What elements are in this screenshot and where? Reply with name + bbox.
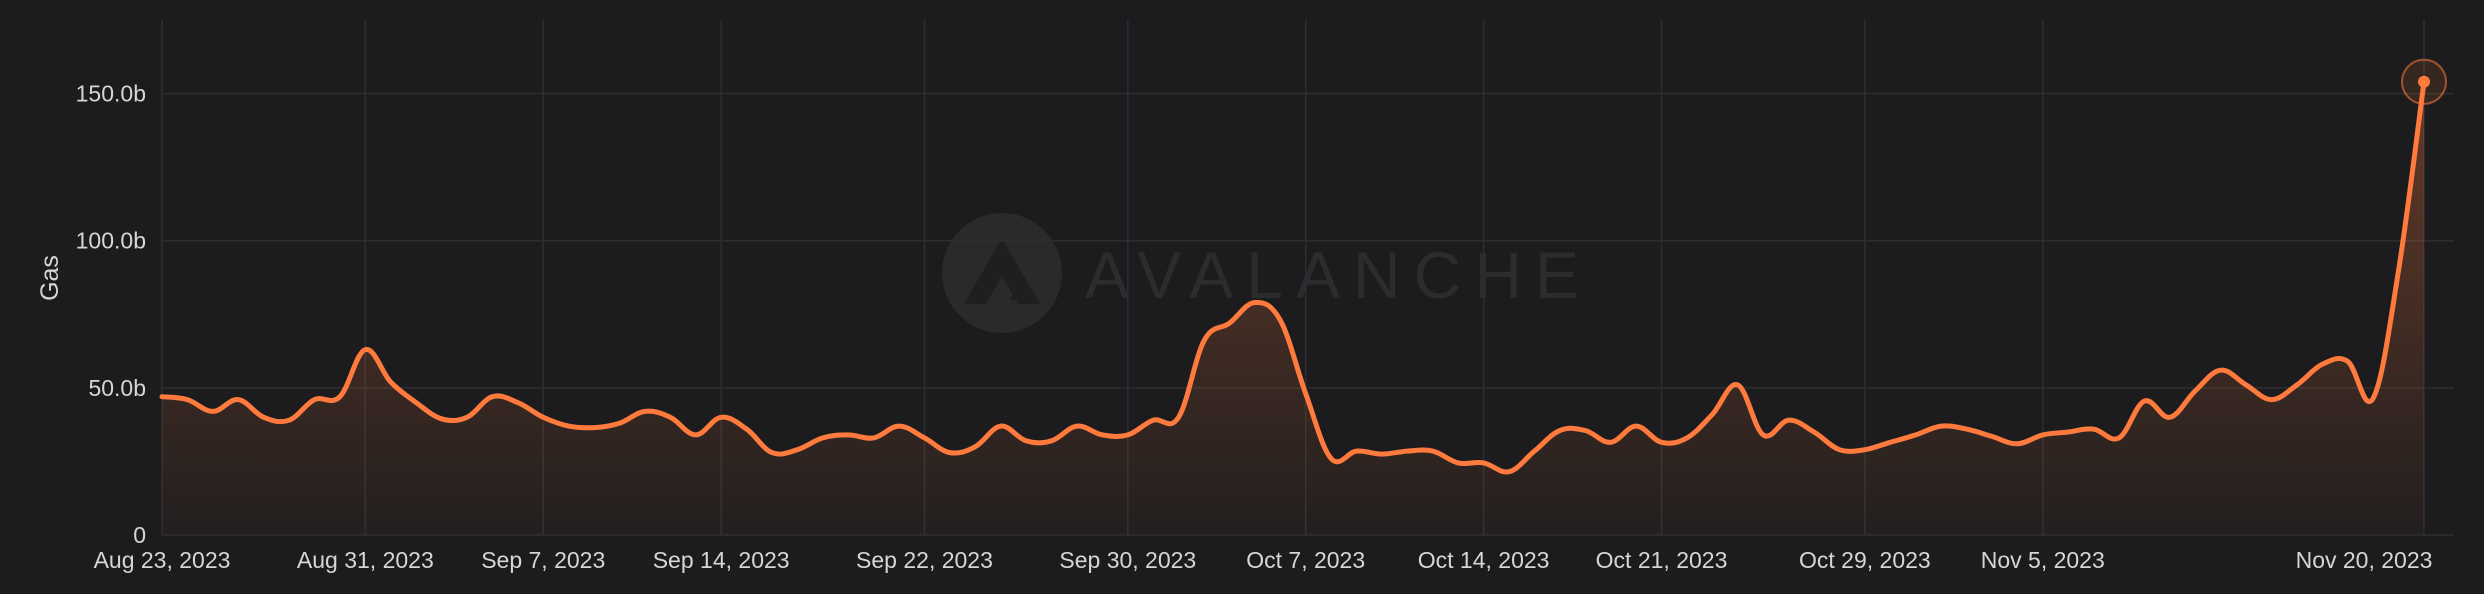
watermark-text: AVALANCHE	[1085, 238, 1592, 312]
y-tick-label: 0	[133, 522, 146, 548]
x-tick-label: Nov 5, 2023	[1981, 547, 2105, 573]
x-tick-label: Sep 30, 2023	[1059, 547, 1196, 573]
x-tick-label: Sep 14, 2023	[653, 547, 790, 573]
y-axis: 0 50.0b 100.0b 150.0b	[76, 81, 146, 548]
avalanche-watermark: AVALANCHE	[942, 213, 1592, 333]
last-data-point[interactable]	[2418, 75, 2430, 88]
x-tick-label: Oct 7, 2023	[1246, 547, 1365, 573]
line-layer	[159, 58, 2447, 475]
x-tick-label: Sep 7, 2023	[481, 547, 605, 573]
area-layer	[162, 81, 2424, 536]
x-tick-label: Aug 31, 2023	[297, 547, 434, 573]
series-line	[159, 79, 2427, 475]
x-tick-label: Sep 22, 2023	[856, 547, 993, 573]
series-area	[162, 81, 2424, 536]
y-tick-label: 100.0b	[76, 228, 146, 254]
x-tick-label: Oct 21, 2023	[1596, 547, 1728, 573]
x-axis: Aug 23, 2023 Aug 31, 2023 Sep 7, 2023 Sep 1…	[94, 547, 2433, 573]
x-tick-label: Nov 20, 2023	[2296, 547, 2433, 573]
y-tick-label: 50.0b	[88, 375, 146, 401]
x-tick-label: Oct 14, 2023	[1418, 547, 1550, 573]
x-tick-label: Aug 23, 2023	[94, 547, 231, 573]
y-axis-title: Gas	[36, 255, 64, 301]
avalanche-logo-icon	[942, 213, 1062, 333]
y-tick-label: 150.0b	[76, 81, 146, 107]
x-tick-label: Oct 29, 2023	[1799, 547, 1931, 573]
